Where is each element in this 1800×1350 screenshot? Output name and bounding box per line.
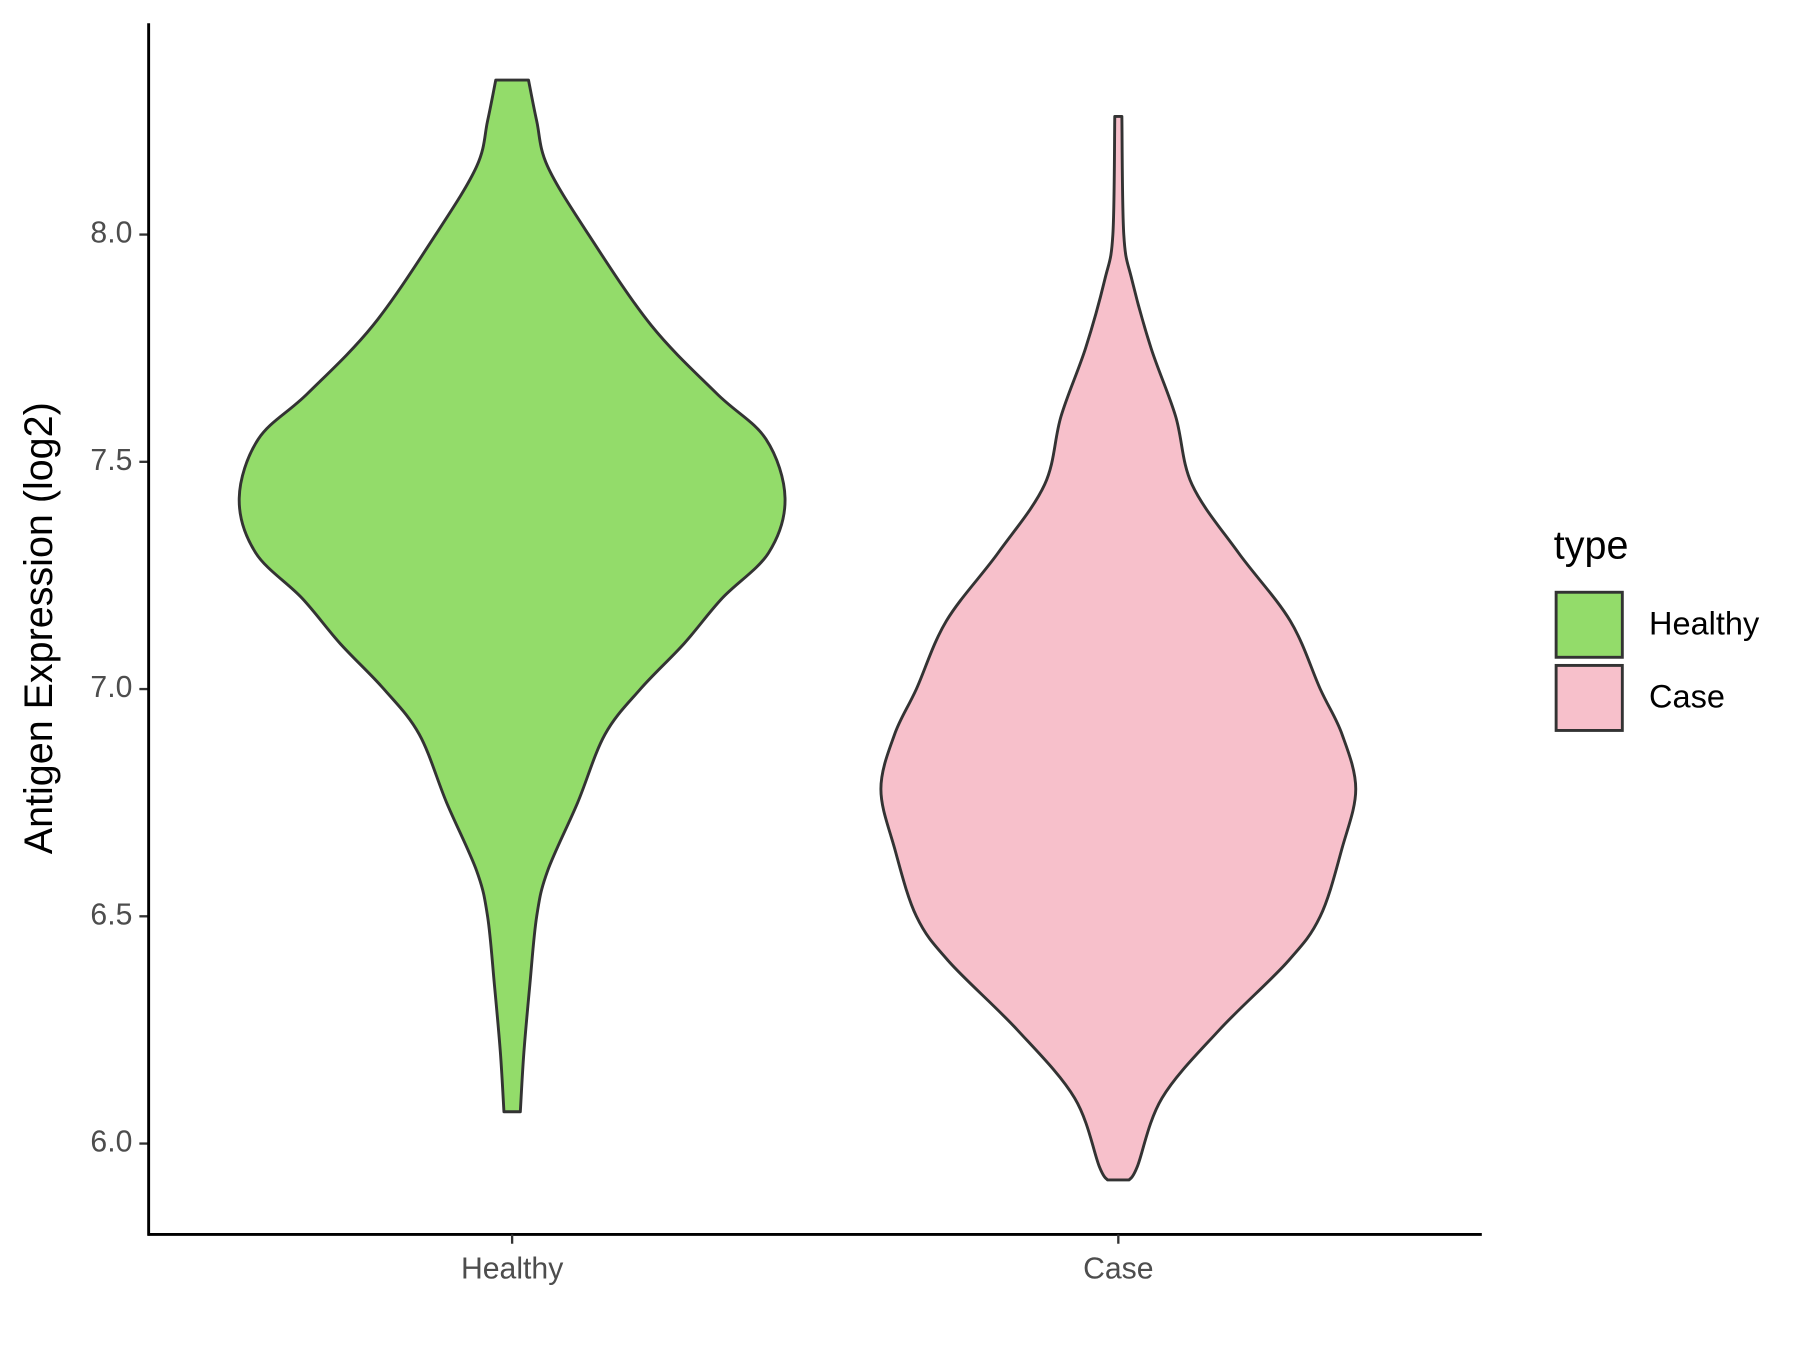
legend-title: type <box>1554 524 1629 568</box>
y-tick-label: 8.0 <box>90 217 132 250</box>
violin <box>237 78 787 1114</box>
y-tick-label: 6.0 <box>90 1126 132 1159</box>
y-tick-label: 6.5 <box>90 898 132 931</box>
legend-key <box>1554 590 1624 659</box>
x-tick-label: Healthy <box>461 1252 564 1285</box>
legend-label: Case <box>1649 679 1725 715</box>
legend-key <box>1554 663 1624 732</box>
y-tick-label: 7.5 <box>90 444 132 477</box>
violin <box>879 114 1358 1182</box>
y-tick-label: 7.0 <box>90 671 132 704</box>
x-tick-label: Case <box>1083 1252 1153 1285</box>
y-axis-title: Antigen Expression (log2) <box>17 402 61 854</box>
legend-label: Healthy <box>1649 606 1760 642</box>
